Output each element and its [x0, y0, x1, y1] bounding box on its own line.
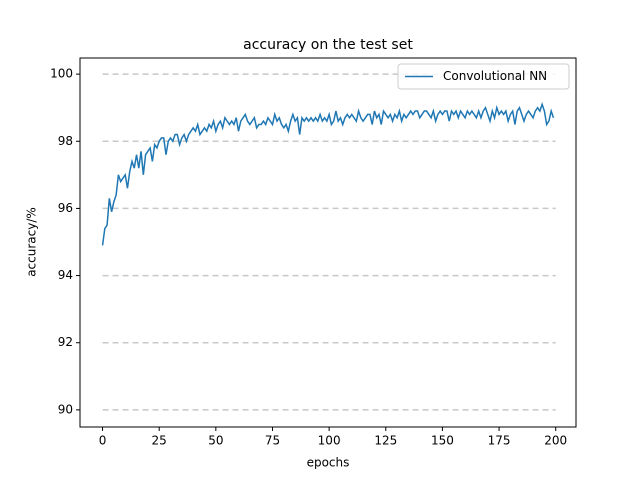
x-tick-label: 150	[431, 434, 454, 448]
data-line	[101, 101, 555, 246]
x-tick-label: 50	[208, 434, 223, 448]
x-tick-label: 125	[374, 434, 397, 448]
x-tick-label: 75	[265, 434, 280, 448]
y-tick-label: 92	[58, 335, 73, 349]
legend-box	[397, 63, 570, 90]
x-axis-label: epochs	[307, 456, 350, 470]
y-axis-label: accuracy/%	[25, 207, 39, 277]
y-tick-label: 98	[58, 134, 73, 148]
y-tick-label: 94	[58, 268, 73, 282]
y-tick-label: 100	[50, 67, 73, 81]
x-tick-label: 25	[152, 434, 167, 448]
plot-frame	[79, 57, 577, 428]
chart-title: accuracy on the test set	[243, 37, 413, 53]
y-tick-label: 90	[58, 402, 73, 416]
x-tick-label: 175	[488, 434, 511, 448]
x-tick-label: 0	[99, 434, 107, 448]
x-tick-label: 100	[318, 434, 341, 448]
x-tick-label: 200	[544, 434, 567, 448]
legend-label: Convolutional NN	[443, 69, 547, 83]
y-tick-label: 96	[58, 201, 73, 215]
